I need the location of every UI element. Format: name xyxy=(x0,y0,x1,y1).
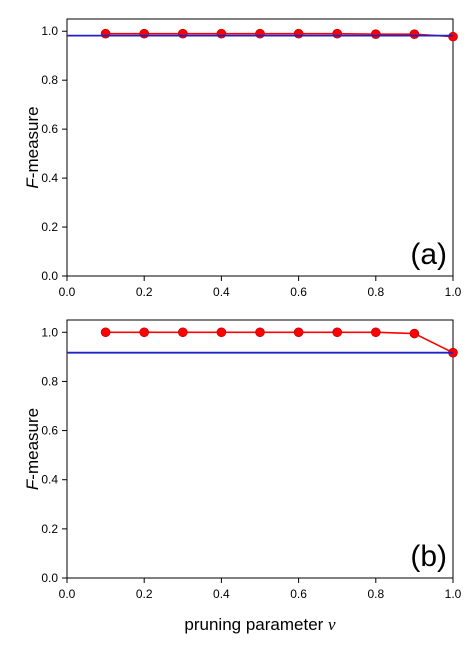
plot-frame xyxy=(66,18,454,277)
x-tick-label: 0.4 xyxy=(213,285,230,299)
chart-panel-a: 0.0 0.2 0.4 0.6 0.8 1.0 0.0 0.2 0.4 0.6 0.8 1.0 F-me… xyxy=(23,18,462,299)
y-tick-label: 0.2 xyxy=(41,522,58,536)
x-tick-label: 0.4 xyxy=(213,587,230,601)
series-red-point xyxy=(293,28,304,39)
series-red-line xyxy=(105,331,454,354)
x-tick-label: 0.0 xyxy=(59,587,76,601)
y-axis-label-italic: F xyxy=(23,478,42,490)
plot-frame xyxy=(66,319,454,579)
x-tick-label: 0.8 xyxy=(367,587,384,601)
y-tick-label: 1.0 xyxy=(41,24,58,38)
y-tick-label: 0.8 xyxy=(41,374,58,388)
x-axis-label: pruning parameter ν xyxy=(184,615,336,634)
y-axis-label: F-measure xyxy=(23,408,42,490)
series-red-point xyxy=(332,327,343,338)
series-red-point xyxy=(293,327,304,338)
y-axis-label: F-measure xyxy=(23,106,42,188)
series-red-point xyxy=(216,28,227,39)
x-tick-label: 0.8 xyxy=(367,285,384,299)
y-tick-label: 0.0 xyxy=(41,571,58,585)
x-tick-label: 0.0 xyxy=(59,285,76,299)
y-tick-label: 0.6 xyxy=(41,424,58,438)
chart-panel-b: 0.0 0.2 0.4 0.6 0.8 1.0 0.0 0.2 0.4 0.6 0.8 1.0 F-me… xyxy=(23,319,462,634)
series-red-point xyxy=(255,28,265,39)
x-tick-label: 0.6 xyxy=(290,587,307,601)
series-red-point xyxy=(216,327,227,338)
series-red-point xyxy=(100,28,111,39)
y-tick-label: 0.6 xyxy=(41,122,58,136)
x-tick-label: 0.2 xyxy=(136,587,153,601)
y-tick-label: 1.0 xyxy=(41,325,58,339)
y-tick-label: 0.4 xyxy=(41,473,58,487)
series-red-point xyxy=(409,328,420,339)
series-red-point xyxy=(139,327,149,338)
series-red-point xyxy=(178,28,188,39)
x-tick-label: 0.2 xyxy=(136,285,153,299)
series-red-line xyxy=(105,32,454,38)
y-tick-label: 0.8 xyxy=(41,73,58,87)
y-tick-label: 0.2 xyxy=(41,220,58,234)
series-red-point xyxy=(100,327,111,338)
y-tick-label: 0.0 xyxy=(41,269,58,283)
y-axis-label-rest: -measure xyxy=(23,106,42,178)
series-red-point xyxy=(139,28,149,39)
series-red-point xyxy=(332,28,343,39)
x-tick-label: 1.0 xyxy=(445,587,462,601)
x-tick-label: 0.6 xyxy=(290,285,307,299)
x-axis-label-text: pruning parameter xyxy=(184,615,328,634)
x-tick-label: 1.0 xyxy=(445,285,462,299)
series-red-point xyxy=(370,29,381,39)
series-red-point xyxy=(178,327,188,338)
series-red-point xyxy=(255,327,265,338)
x-axis-label-symbol: ν xyxy=(328,615,336,634)
series-red-point xyxy=(370,327,381,338)
series-red-point xyxy=(409,29,420,39)
y-tick-label: 0.4 xyxy=(41,171,58,185)
panel-label: (b) xyxy=(410,540,447,573)
series-red-point xyxy=(448,31,458,42)
y-axis-label-rest: -measure xyxy=(23,408,42,480)
y-axis-label-italic: F xyxy=(23,177,42,189)
panel-label: (a) xyxy=(410,238,447,271)
